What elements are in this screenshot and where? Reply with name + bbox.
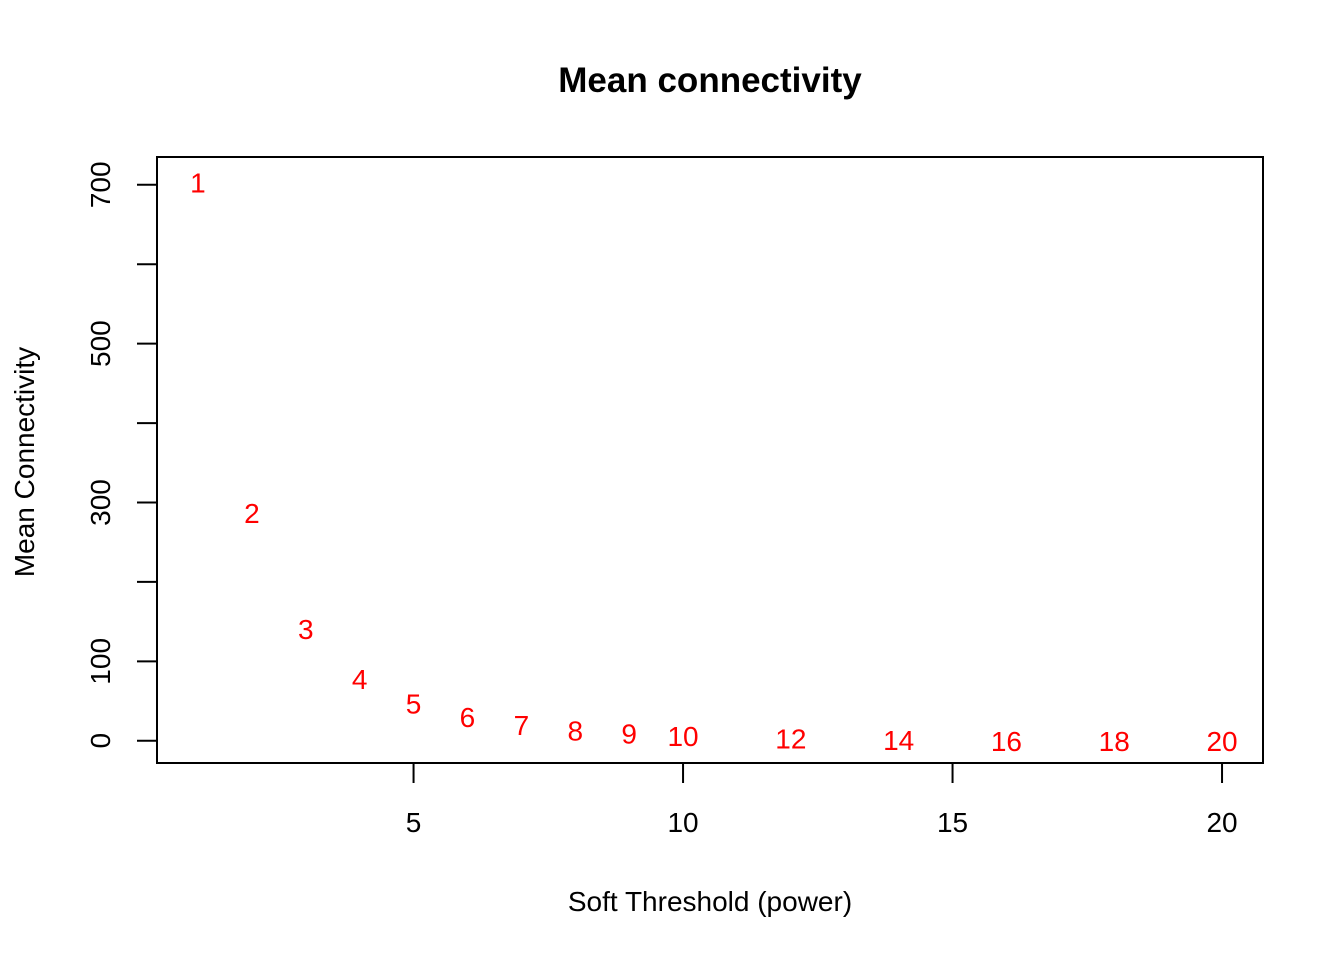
x-tick-label: 20: [1206, 807, 1237, 838]
x-tick-label: 15: [937, 807, 968, 838]
data-point-label: 4: [352, 664, 368, 695]
y-axis-label: Mean Connectivity: [9, 347, 40, 577]
y-tick-label: 0: [85, 733, 116, 749]
x-axis: 5 10 15 20: [406, 763, 1238, 838]
data-point-label: 1: [190, 167, 206, 198]
y-tick-label: 500: [85, 320, 116, 367]
data-point-label: 5: [406, 688, 422, 719]
y-tick-label: 700: [85, 161, 116, 208]
x-tick-label: 5: [406, 807, 422, 838]
x-tick-label: 10: [667, 807, 698, 838]
data-point-label: 7: [514, 710, 530, 741]
y-axis: 0 100 300 500 700: [85, 161, 157, 749]
data-point-label: 6: [460, 702, 476, 733]
data-point-label: 12: [775, 723, 806, 754]
data-point-label: 3: [298, 614, 314, 645]
y-tick-label: 300: [85, 479, 116, 526]
data-point-label: 9: [621, 719, 637, 750]
y-tick-label: 100: [85, 638, 116, 685]
plot-frame: [156, 156, 1264, 764]
chart-title: Mean connectivity: [558, 61, 862, 100]
data-point-label: 18: [1099, 726, 1130, 757]
data-point-label: 14: [883, 725, 914, 756]
data-point-label: 20: [1206, 726, 1237, 757]
data-point-label: 16: [991, 726, 1022, 757]
data-point-label: 2: [244, 498, 260, 529]
data-point-label: 10: [667, 721, 698, 752]
x-axis-label: Soft Threshold (power): [568, 886, 852, 917]
data-point-label: 8: [567, 715, 583, 746]
